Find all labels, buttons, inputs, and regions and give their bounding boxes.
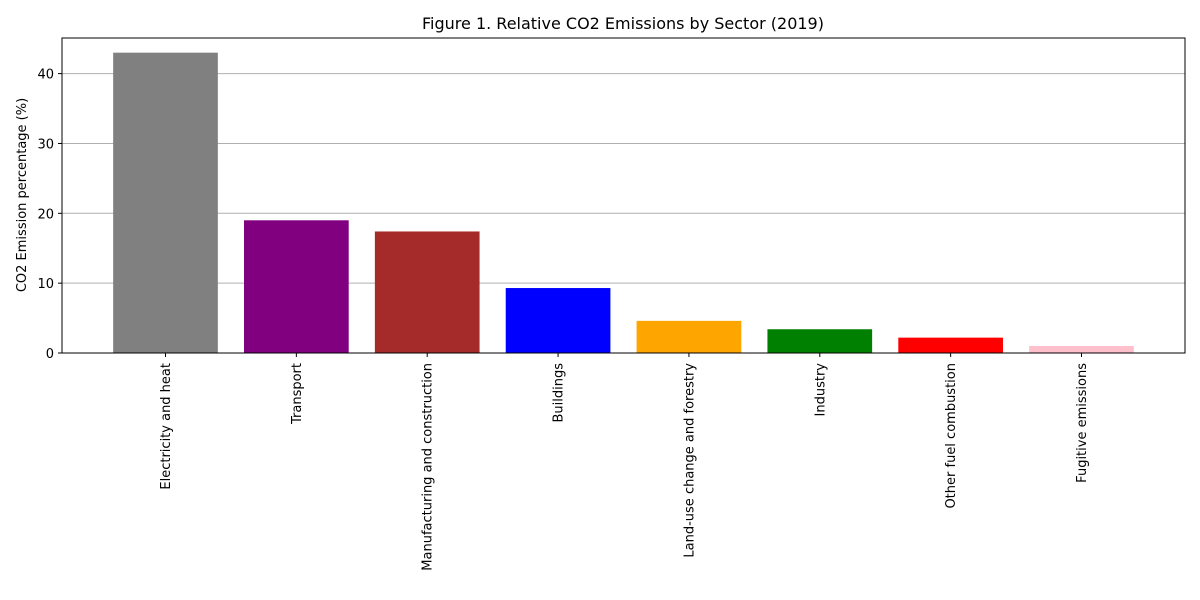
x-tick-label: Buildings	[552, 363, 567, 423]
bar	[374, 231, 480, 353]
x-tick-label: Land-use change and forestry	[682, 363, 697, 558]
grid-lines	[62, 73, 1185, 284]
x-axis-ticks: Electricity and heat Transport Manufacturi…	[159, 353, 1090, 571]
y-tick-label: 10	[37, 277, 54, 292]
x-tick-label: Fugitive emissions	[1075, 363, 1090, 483]
bar	[244, 220, 349, 353]
plot-area-frame	[61, 37, 1186, 354]
x-tick-label: Manufacturing and construction	[421, 363, 436, 571]
bar	[505, 288, 611, 353]
bar	[898, 337, 1003, 353]
bar	[113, 52, 218, 353]
x-tick-label: Electricity and heat	[159, 363, 174, 490]
y-tick-label: 20	[37, 207, 54, 222]
x-tick-label: Other fuel combustion	[944, 363, 959, 509]
y-tick-label: 0	[46, 347, 54, 362]
y-axis-ticks: 0 10 20 30 40	[37, 68, 62, 362]
bar	[1029, 346, 1134, 353]
bar	[767, 329, 873, 353]
bars	[113, 52, 1134, 353]
x-tick-label: Industry	[813, 363, 828, 417]
chart-title: Figure 1. Relative CO2 Emissions by Sect…	[422, 14, 824, 33]
x-tick-label: Transport	[290, 363, 305, 425]
y-tick-label: 30	[37, 137, 54, 152]
bar	[636, 320, 742, 353]
y-axis-label: CO2 Emission percentage (%)	[15, 98, 30, 292]
y-tick-label: 40	[37, 68, 54, 83]
